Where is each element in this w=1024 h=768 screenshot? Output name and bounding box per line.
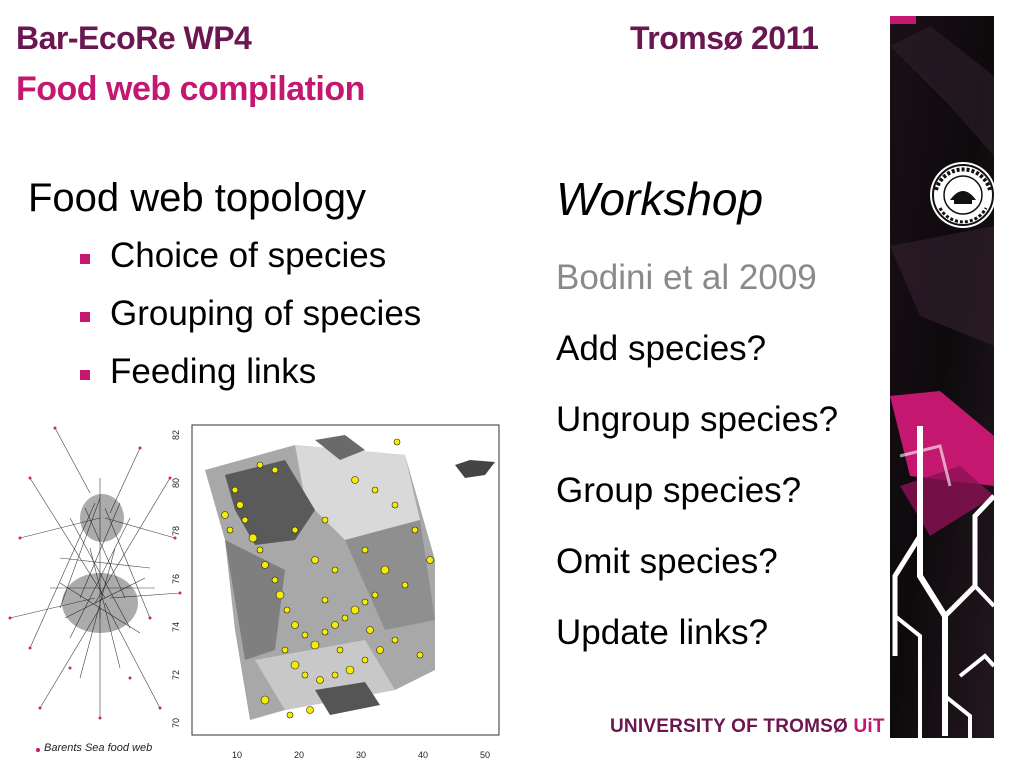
question-item: Add species?: [556, 329, 767, 368]
location-year: Tromsø 2011: [630, 20, 819, 56]
y-tick-label: 72: [171, 670, 181, 680]
topology-bullet-list: Choice of species Grouping of species Fe…: [78, 236, 421, 410]
x-tick-label: 50: [480, 750, 490, 760]
y-tick-label: 80: [171, 478, 181, 488]
bullet-label: Choice of species: [110, 236, 387, 275]
square-bullet-icon: [80, 254, 90, 264]
bullet-item: Choice of species: [78, 236, 421, 294]
question-item: Omit species?: [556, 542, 778, 581]
reference-text: Bodini et al 2009: [556, 258, 817, 297]
university-name: UNIVERSITY OF TROMSØ: [610, 716, 849, 737]
bullet-label: Grouping of species: [110, 294, 422, 333]
x-tick-label: 30: [356, 750, 366, 760]
workshop-heading: Workshop: [556, 173, 764, 225]
left-heading: Food web topology: [28, 176, 367, 220]
y-tick-label: 82: [171, 430, 181, 440]
y-tick-label: 74: [171, 622, 181, 632]
decorative-branch-panel: [890, 16, 994, 738]
slide-title: Bar-EcoRe WP4: [16, 20, 252, 56]
x-tick-label: 40: [418, 750, 428, 760]
food-web-network-figure: [8, 426, 182, 720]
figure-caption: Barents Sea food web: [44, 742, 153, 754]
university-seal-logo: [930, 162, 996, 228]
question-item: Group species?: [556, 471, 802, 510]
barents-sea-station-map: 82 80 78 76 74 72 70 10 20 30 40 50: [171, 424, 500, 760]
x-tick-label: 20: [294, 750, 304, 760]
bullet-item: Grouping of species: [78, 294, 421, 352]
bullet-item: Feeding links: [78, 352, 421, 410]
y-tick-label: 78: [171, 526, 181, 536]
university-footer-logo: UNIVERSITY OF TROMSØ UiT: [610, 716, 885, 738]
caption-dot-icon: [36, 748, 40, 752]
y-tick-label: 76: [171, 574, 181, 584]
question-item: Ungroup species?: [556, 400, 839, 439]
bullet-label: Feeding links: [110, 352, 317, 391]
y-tick-label: 70: [171, 718, 181, 728]
question-item: Update links?: [556, 613, 769, 652]
uit-mark: UiT: [853, 716, 885, 737]
workshop-column: Workshop Bodini et al 2009 Add species? …: [556, 172, 886, 684]
square-bullet-icon: [80, 312, 90, 322]
slide-subtitle: Food web compilation: [16, 70, 365, 108]
square-bullet-icon: [80, 370, 90, 380]
x-tick-label: 10: [232, 750, 242, 760]
